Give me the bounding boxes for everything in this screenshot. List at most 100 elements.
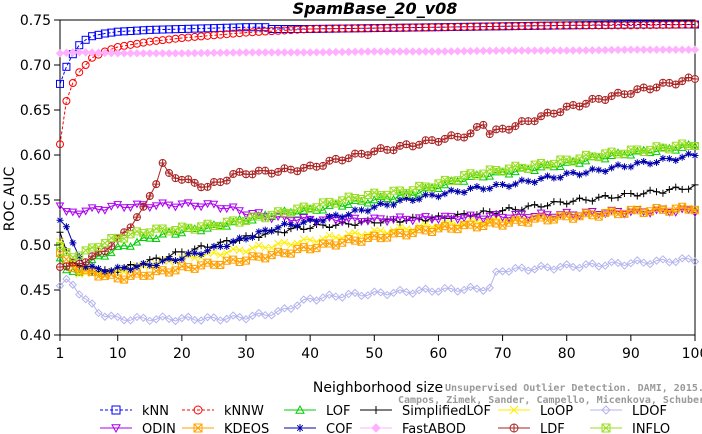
data-point — [197, 32, 206, 41]
data-point — [549, 215, 558, 224]
data-point — [62, 208, 71, 217]
data-point — [357, 291, 366, 301]
data-point — [267, 210, 276, 219]
data-point — [454, 188, 462, 196]
y-tick-label: 0.45 — [20, 283, 51, 299]
data-point — [325, 47, 334, 57]
data-point — [203, 219, 212, 228]
data-point — [530, 46, 539, 55]
data-point — [81, 61, 90, 69]
data-point — [235, 29, 244, 38]
legend-marker — [193, 423, 203, 433]
data-point — [351, 24, 360, 33]
data-point — [652, 204, 661, 213]
data-point — [569, 101, 577, 109]
data-point — [133, 263, 141, 271]
data-point — [139, 203, 147, 211]
data-point — [440, 212, 450, 221]
data-point — [62, 223, 70, 231]
data-point — [139, 26, 148, 35]
data-point — [254, 241, 263, 250]
data-point — [685, 185, 693, 193]
legend-label: kNNW — [224, 404, 264, 419]
legend-item-LoOP: LoOP — [498, 404, 573, 419]
data-point — [120, 27, 129, 36]
data-point — [549, 46, 559, 55]
data-point — [94, 251, 103, 260]
data-point — [261, 243, 270, 252]
data-point — [614, 21, 623, 30]
data-point — [190, 48, 199, 58]
data-point — [665, 79, 673, 87]
data-point — [370, 24, 379, 33]
legend-label: kNN — [142, 404, 169, 419]
data-point — [235, 48, 244, 57]
data-point — [242, 247, 250, 256]
data-point — [633, 256, 642, 265]
data-point — [158, 266, 167, 275]
data-point — [119, 241, 129, 250]
data-point — [434, 287, 443, 296]
data-point — [382, 218, 392, 227]
data-point — [504, 169, 514, 178]
data-point — [267, 215, 277, 224]
data-point — [332, 221, 340, 229]
data-point — [453, 287, 462, 296]
data-point — [248, 28, 257, 37]
data-point — [222, 30, 231, 39]
data-point — [408, 186, 417, 195]
data-point — [248, 48, 257, 57]
data-point — [684, 45, 693, 54]
data-point — [422, 191, 430, 199]
data-point — [369, 214, 379, 223]
data-point — [588, 21, 597, 30]
data-point — [267, 251, 276, 260]
data-point — [299, 48, 308, 57]
data-point — [569, 214, 578, 223]
data-point — [556, 108, 564, 116]
data-point — [627, 163, 635, 171]
data-point — [422, 217, 430, 225]
data-point — [171, 248, 179, 256]
data-point — [427, 216, 437, 225]
data-point — [678, 20, 687, 29]
data-point — [165, 227, 174, 236]
data-point — [235, 218, 244, 227]
data-point — [595, 95, 603, 103]
data-point — [446, 213, 456, 221]
data-point — [242, 23, 251, 32]
data-point — [325, 157, 333, 165]
data-point — [241, 216, 251, 225]
legend-item-KDEOS: KDEOS — [182, 422, 269, 434]
data-point — [485, 22, 494, 31]
data-point — [196, 48, 206, 58]
data-point — [511, 46, 520, 55]
data-point — [402, 47, 411, 56]
data-point — [132, 269, 141, 278]
data-point — [369, 195, 379, 204]
data-point — [562, 157, 572, 166]
data-point — [383, 146, 391, 154]
data-point — [139, 49, 148, 58]
data-point — [235, 23, 244, 32]
data-point — [159, 257, 167, 265]
data-point — [126, 26, 135, 35]
data-point — [677, 254, 687, 263]
data-point — [408, 289, 417, 298]
data-point — [479, 207, 487, 215]
data-point — [344, 235, 353, 244]
data-point — [274, 26, 283, 35]
x-tick-label: 70 — [494, 346, 512, 362]
data-point — [376, 226, 385, 235]
data-point — [672, 156, 680, 164]
data-point — [466, 22, 475, 31]
data-point — [608, 194, 616, 202]
data-point — [601, 21, 610, 30]
data-point — [126, 49, 135, 58]
data-point — [415, 23, 424, 32]
data-point — [248, 311, 257, 320]
data-point — [62, 97, 71, 105]
data-point — [332, 155, 340, 163]
data-point — [511, 206, 519, 214]
data-point — [601, 96, 609, 104]
